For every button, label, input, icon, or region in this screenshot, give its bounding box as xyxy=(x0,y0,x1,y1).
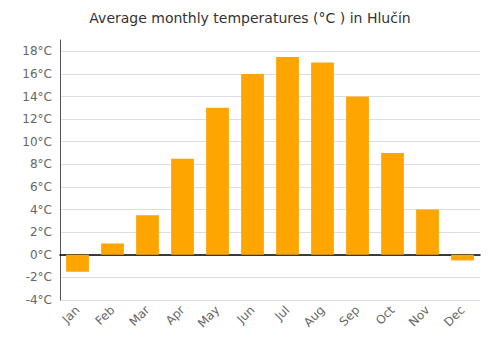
svg-text:Jan: Jan xyxy=(59,303,83,327)
svg-text:Oct: Oct xyxy=(373,303,398,328)
svg-text:Sep: Sep xyxy=(337,303,363,329)
svg-text:12°C: 12°C xyxy=(22,112,52,126)
svg-text:6°C: 6°C xyxy=(30,180,52,194)
svg-text:Average monthly temperatures (: Average monthly temperatures (°C ) in Hl… xyxy=(89,10,410,26)
svg-text:Feb: Feb xyxy=(93,303,118,328)
svg-text:Nov: Nov xyxy=(406,303,432,329)
svg-text:Dec: Dec xyxy=(441,303,467,329)
svg-text:4°C: 4°C xyxy=(30,203,52,217)
svg-text:Jun: Jun xyxy=(234,303,258,327)
svg-text:16°C: 16°C xyxy=(22,67,52,81)
svg-text:Jul: Jul xyxy=(272,303,293,324)
svg-text:Mar: Mar xyxy=(127,303,153,329)
svg-text:May: May xyxy=(195,303,222,330)
svg-text:-2°C: -2°C xyxy=(26,270,52,284)
svg-text:10°C: 10°C xyxy=(22,135,52,149)
svg-text:18°C: 18°C xyxy=(22,44,52,58)
svg-text:2°C: 2°C xyxy=(30,225,52,239)
svg-text:8°C: 8°C xyxy=(30,157,52,171)
svg-text:Aug: Aug xyxy=(301,303,327,329)
svg-text:-4°C: -4°C xyxy=(26,293,52,307)
svg-text:Apr: Apr xyxy=(163,303,188,328)
svg-text:14°C: 14°C xyxy=(22,90,52,104)
svg-text:0°C: 0°C xyxy=(30,248,52,262)
